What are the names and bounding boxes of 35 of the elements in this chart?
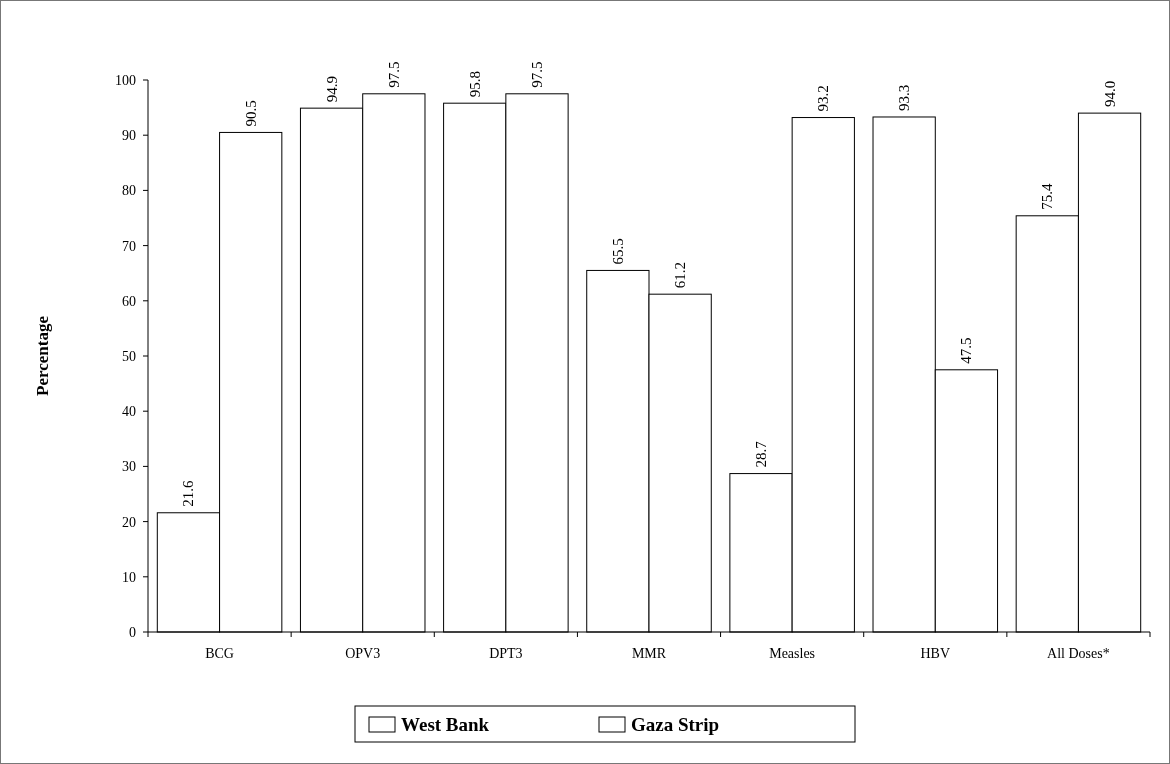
data-label: 75.4 [1039, 183, 1056, 210]
data-label: 21.6 [180, 480, 197, 507]
x-tick-label: MMR [631, 646, 667, 661]
x-tick-label: Measles [769, 646, 816, 661]
data-label: 61.2 [672, 261, 689, 289]
data-label: 93.2 [815, 85, 832, 112]
y-tick-label: 90 [122, 128, 136, 144]
y-axis-title: Percentage [33, 315, 52, 396]
data-label: 90.5 [242, 100, 259, 127]
data-label: 97.5 [528, 61, 545, 88]
x-tick-label: OPV3 [345, 646, 381, 661]
data-label: 95.8 [466, 70, 483, 98]
y-tick-label: 60 [122, 293, 136, 309]
y-tick-label: 30 [122, 459, 136, 475]
y-tick-label: 70 [122, 238, 136, 254]
y-tick-label: 20 [122, 514, 136, 530]
x-tick-label: BCG [205, 646, 234, 661]
y-tick-label: 10 [122, 569, 136, 585]
x-tick-label: HBV [920, 646, 951, 661]
data-label: 94.9 [323, 75, 340, 103]
legend-label: West Bank [401, 714, 490, 735]
x-tick-label: All Doses* [1047, 646, 1110, 661]
data-label: 28.7 [753, 440, 770, 468]
data-label: 47.5 [958, 337, 975, 364]
y-tick-label: 80 [122, 183, 136, 199]
y-tick-label: 100 [115, 72, 136, 88]
data-label: 65.5 [609, 238, 626, 265]
x-tick-label: DPT3 [489, 646, 523, 661]
data-label: 97.5 [385, 61, 402, 88]
legend-label: Gaza Strip [631, 714, 720, 735]
data-label: 94.0 [1101, 80, 1118, 108]
y-tick-label: 50 [122, 348, 136, 364]
data-label: 93.3 [896, 84, 913, 111]
y-tick-label: 0 [129, 624, 136, 640]
y-tick-label: 40 [122, 404, 136, 420]
